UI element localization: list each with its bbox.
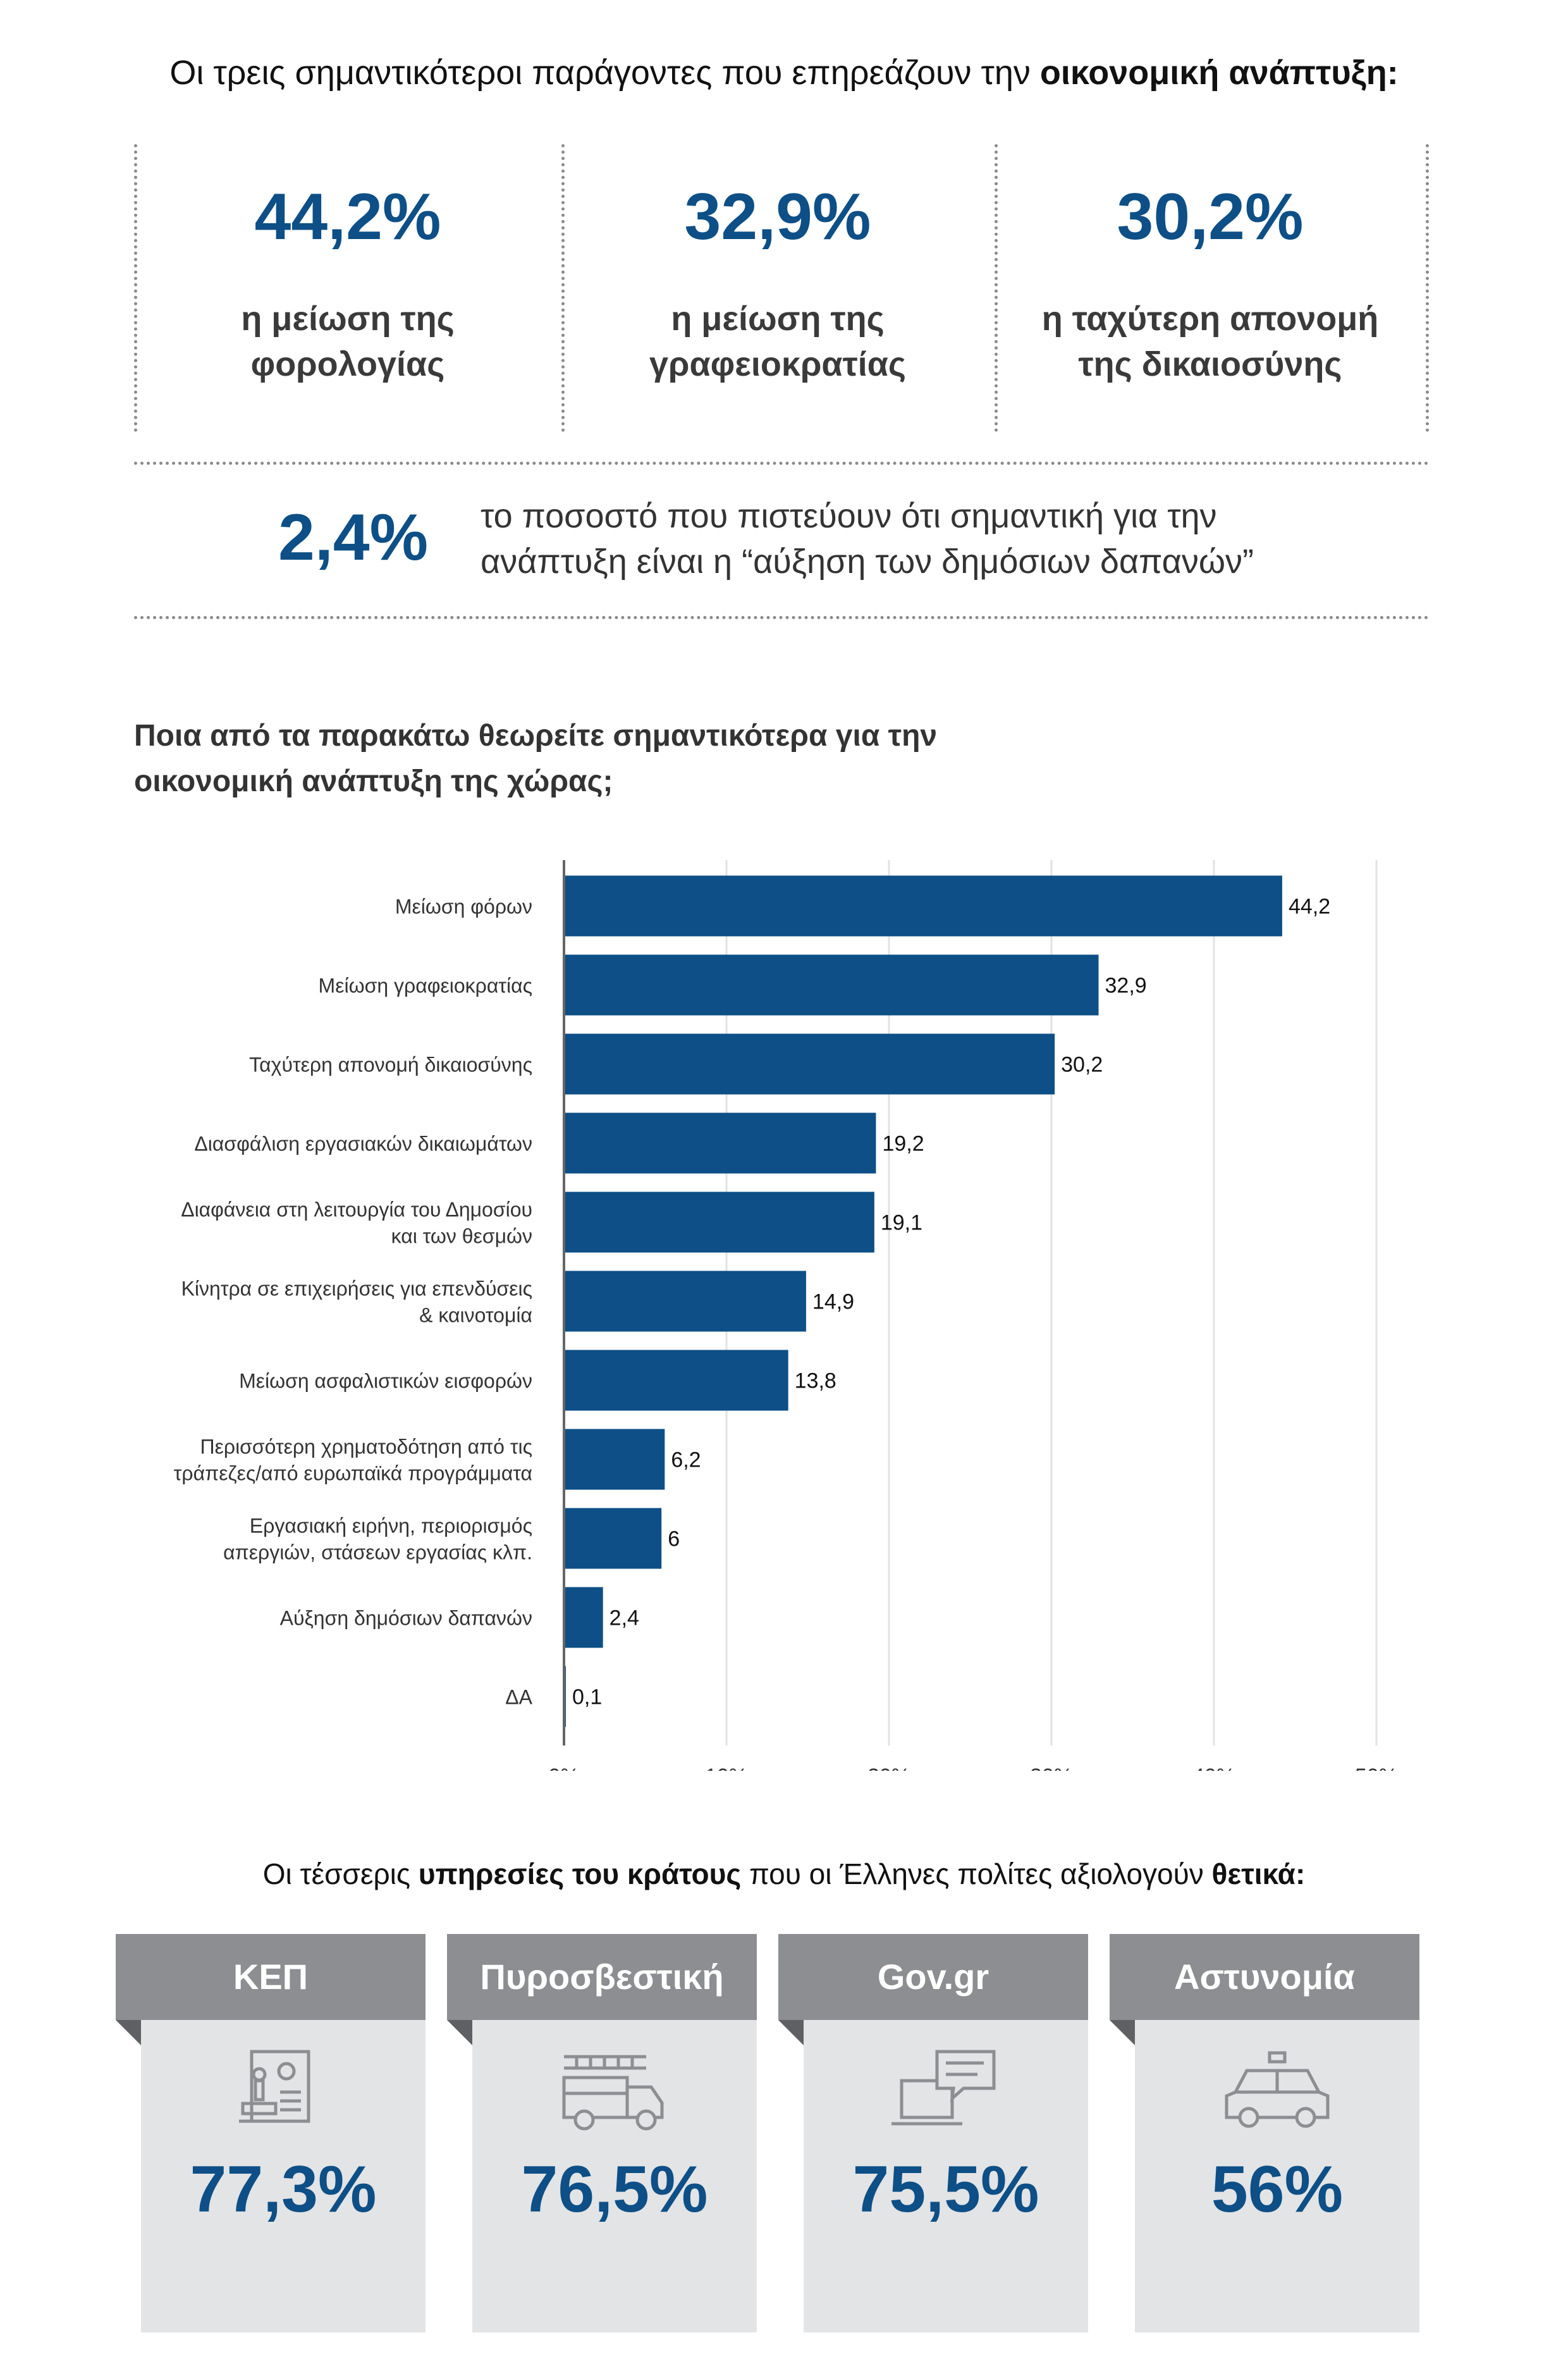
bar — [564, 1033, 1055, 1095]
card-fold — [778, 2020, 804, 2045]
category-label: & καινοτομία — [419, 1304, 532, 1327]
separator-vertical — [995, 144, 998, 432]
x-tick-label: 30% — [1030, 1764, 1073, 1771]
bar — [564, 1192, 874, 1253]
small-stat-value: 2,4% — [278, 501, 429, 574]
card-fold — [447, 2020, 472, 2045]
headline-bold: οικονομική ανάπτυξη: — [1039, 54, 1399, 92]
service-name: ΚΕΠ — [116, 1934, 426, 2020]
category-label: Κίνητρα σε επιχειρήσεις για επενδύσεις — [181, 1278, 532, 1300]
value-label: 2,4 — [609, 1606, 639, 1630]
bar — [564, 1350, 788, 1411]
stat-value: 32,9% — [684, 180, 871, 254]
bar — [564, 1271, 806, 1332]
x-tick-label: 0% — [548, 1764, 579, 1771]
stat-value: 30,2% — [1117, 180, 1304, 254]
x-tick-label: 50% — [1355, 1764, 1398, 1771]
stat-description: η μείωση της φορολογίας — [241, 300, 455, 383]
bar — [564, 954, 1099, 1016]
infographic-headline: Οι τρεις σημαντικότεροι παράγοντες που ε… — [0, 51, 1568, 95]
value-label: 14,9 — [812, 1290, 854, 1314]
value-label: 19,1 — [881, 1211, 922, 1235]
service-value: 77,3% — [190, 2153, 377, 2226]
category-label: Διασφάλιση εργασιακών δικαιωμάτων — [194, 1133, 532, 1155]
service-name: Αστυνομία — [1110, 1934, 1419, 2020]
service-value: 75,5% — [852, 2153, 1039, 2226]
category-label: Αύξηση δημόσιων δαπανών — [280, 1607, 532, 1630]
stat-description: η ταχύτερη απονομή της δικαιοσύνης — [1041, 300, 1379, 383]
stat-value: 44,2% — [254, 180, 441, 254]
bar — [564, 1429, 665, 1490]
card-fold — [116, 2020, 141, 2045]
bar — [564, 1508, 662, 1569]
value-label: 13,8 — [795, 1369, 836, 1393]
category-label: Εργασιακή ειρήνη, περιορισμός — [250, 1515, 532, 1537]
category-label: τράπεζες/από ευρωπαϊκά προγράμματα — [174, 1462, 532, 1485]
value-label: 44,2 — [1289, 895, 1330, 919]
laptop-chat-icon — [891, 2050, 996, 2126]
separator-vertical — [561, 144, 565, 432]
category-label: Μείωση γραφειοκρατίας — [319, 975, 532, 997]
small-stat-description: το ποσοστό που πιστεύουν ότι σημαντική γ… — [481, 497, 1254, 581]
service-value: 76,5% — [521, 2153, 708, 2226]
category-label: και των θεσμών — [391, 1225, 532, 1248]
value-label: 6 — [668, 1527, 680, 1551]
x-tick-label: 10% — [705, 1764, 748, 1771]
fire-truck-icon — [562, 2055, 664, 2131]
service-name: Πυροσβεστική — [447, 1934, 757, 2020]
value-label: 0,1 — [572, 1685, 602, 1709]
service-card — [141, 2020, 426, 2332]
category-label: απεργιών, στάσεων εργασίας κλπ. — [223, 1541, 532, 1564]
x-tick-label: 20% — [867, 1764, 910, 1771]
category-label: Μείωση ασφαλιστικών εισφορών — [239, 1370, 532, 1393]
service-card — [472, 2020, 757, 2332]
category-label: Περισσότερη χρηματοδότηση από τις — [200, 1436, 532, 1458]
value-label: 32,9 — [1105, 974, 1147, 998]
chart-question: Ποια από τα παρακάτω θεωρείτε σημαντικότ… — [134, 719, 938, 798]
service-value: 56% — [1211, 2153, 1344, 2226]
value-label: 30,2 — [1061, 1053, 1103, 1077]
services-headline: Οι τέσσερις υπηρεσίες του κράτους που οι… — [262, 1857, 1306, 1890]
category-label: ΔΑ — [505, 1686, 532, 1709]
category-label: Ταχύτερη απονομή δικαιοσύνης — [249, 1054, 532, 1076]
separator-vertical — [1426, 144, 1429, 432]
separator-horizontal — [134, 462, 1429, 465]
x-tick-label: 40% — [1192, 1764, 1235, 1771]
separator-vertical — [134, 144, 137, 432]
stat-description: η μείωση της γραφειοκρατίας — [649, 300, 906, 383]
category-label: Διαφάνεια στη λειτουργία του Δημοσίου — [181, 1198, 532, 1221]
bar — [564, 1112, 876, 1174]
service-name: Gov.gr — [778, 1934, 1088, 2020]
card-fold — [1110, 2020, 1135, 2045]
police-car-icon — [1225, 2051, 1330, 2128]
stamp-document-icon — [239, 2050, 310, 2123]
value-label: 19,2 — [882, 1132, 924, 1156]
headline-text: Οι τρεις σημαντικότεροι παράγοντες που ε… — [169, 54, 1040, 92]
separator-horizontal — [134, 616, 1429, 619]
bar-chart: 0% 10% 20% 30% 40% 50% 44,2 Μείωση φόρων 32,9 Μεί… — [174, 860, 1398, 1771]
bar — [564, 875, 1282, 937]
value-label: 6,2 — [671, 1448, 701, 1472]
category-label: Μείωση φόρων — [395, 896, 532, 918]
bar — [564, 1587, 603, 1648]
